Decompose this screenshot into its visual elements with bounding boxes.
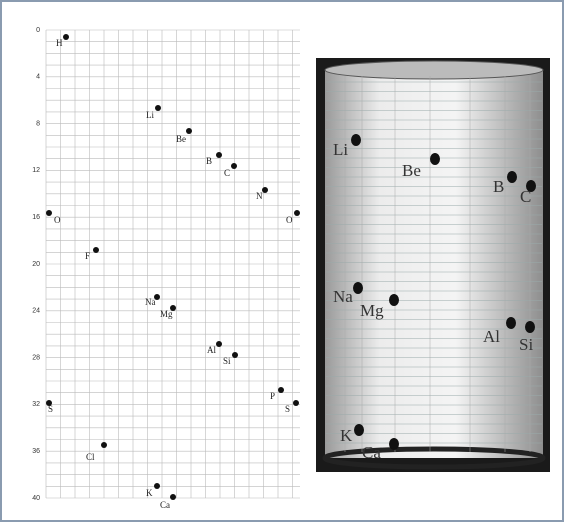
axis-label: 0 [36,27,40,34]
element-dot [46,210,52,216]
element-label: Li [333,140,348,159]
element-label: O [286,215,293,225]
element-dot [525,321,535,333]
element-dot [232,352,238,358]
element-label: Al [207,345,216,355]
axis-label: 12 [32,167,40,174]
element-label: H [56,38,63,48]
element-label: Al [483,327,500,346]
element-label: F [85,251,90,261]
element-label: Ca [160,500,170,510]
element-dot [170,494,176,500]
element-dot [216,341,222,347]
element-label: K [146,488,153,498]
element-dot [351,134,361,146]
element-dot [293,400,299,406]
axis-label: 16 [32,214,40,221]
element-dot [278,387,284,393]
element-label: O [54,215,61,225]
element-label: B [206,156,212,166]
element-label: S [285,404,290,414]
element-dot [430,153,440,165]
element-label: Be [176,134,186,144]
figure: 0481216202428323640HLiBeBCNOOFNaMgAlSiPS… [0,0,564,522]
axis-label: 40 [32,495,40,502]
element-label: Na [333,287,353,306]
element-label: B [493,177,504,196]
element-dot [63,34,69,40]
element-dot [231,163,237,169]
axis-label: 4 [36,74,40,81]
element-label: S [48,404,53,414]
element-label: C [224,168,230,178]
element-dot [154,483,160,489]
element-dot [93,247,99,253]
element-label: Si [223,356,231,366]
element-label: K [340,426,353,445]
element-label: P [270,391,275,401]
element-dot [294,210,300,216]
cylinder-photo: Li Be BC Na Mg Al Si K Ca [316,58,550,472]
axis-label: 8 [36,120,40,127]
element-label: Mg [160,309,173,319]
element-label: C [520,187,531,206]
element-dot [389,438,399,450]
element-dot [186,128,192,134]
element-label: Ca [362,443,381,462]
element-label: Li [146,110,154,120]
element-dot [354,424,364,436]
element-dot [216,152,222,158]
axis-label: 20 [32,261,40,268]
axis-label: 28 [32,354,40,361]
element-dot [506,317,516,329]
axis-label: 32 [32,401,40,408]
element-dot [389,294,399,306]
cylinder-top [325,61,543,79]
cylinder-body [325,70,543,458]
element-label: Na [145,297,156,307]
element-label: Be [402,161,421,180]
axis-label: 24 [32,308,40,315]
element-label: N [256,191,263,201]
element-dot [101,442,107,448]
element-dot [507,171,517,183]
element-dot [262,187,268,193]
element-label: Mg [360,301,384,320]
element-label: Si [519,335,533,354]
axis-label: 36 [32,448,40,455]
element-dot [155,105,161,111]
element-dot [353,282,363,294]
element-label: Cl [86,452,95,462]
